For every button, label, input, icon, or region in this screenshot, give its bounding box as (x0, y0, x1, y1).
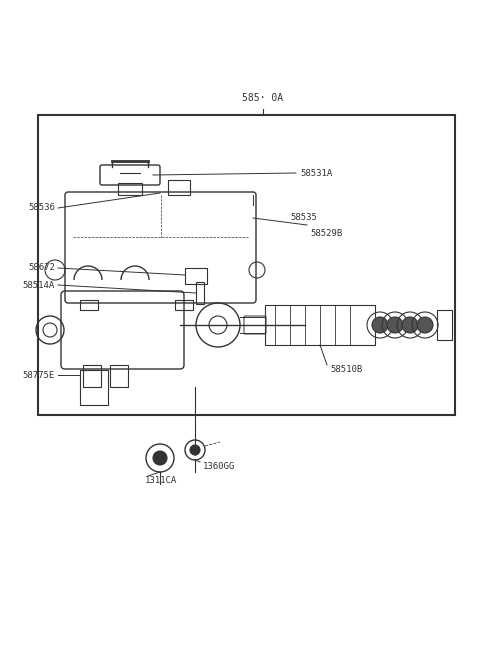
Circle shape (372, 317, 388, 333)
Bar (265, 305, 375, 345)
Text: 58775E: 58775E (23, 371, 55, 380)
Text: 58529B: 58529B (310, 229, 342, 238)
Circle shape (190, 445, 200, 455)
Bar (80, 370, 108, 405)
Text: 1360GG: 1360GG (203, 462, 235, 471)
Circle shape (402, 317, 418, 333)
Bar (175, 300, 193, 310)
Bar (110, 365, 128, 387)
Text: 585· 0A: 585· 0A (242, 93, 284, 103)
Bar (437, 310, 452, 340)
Text: 1311CA: 1311CA (145, 476, 177, 485)
Text: 58514A: 58514A (23, 281, 55, 290)
Bar (80, 300, 98, 310)
Bar (83, 365, 101, 387)
Text: 58510B: 58510B (330, 365, 362, 374)
Bar (118, 183, 142, 195)
Text: 58536: 58536 (28, 204, 55, 212)
Text: 58672: 58672 (28, 263, 55, 273)
Circle shape (153, 451, 167, 465)
Bar (185, 268, 207, 284)
Bar (196, 282, 204, 304)
Text: 58531A: 58531A (300, 168, 332, 177)
Text: 58535: 58535 (290, 214, 317, 223)
Bar (38, 115, 455, 415)
Bar (168, 180, 190, 195)
Circle shape (417, 317, 433, 333)
Circle shape (387, 317, 403, 333)
